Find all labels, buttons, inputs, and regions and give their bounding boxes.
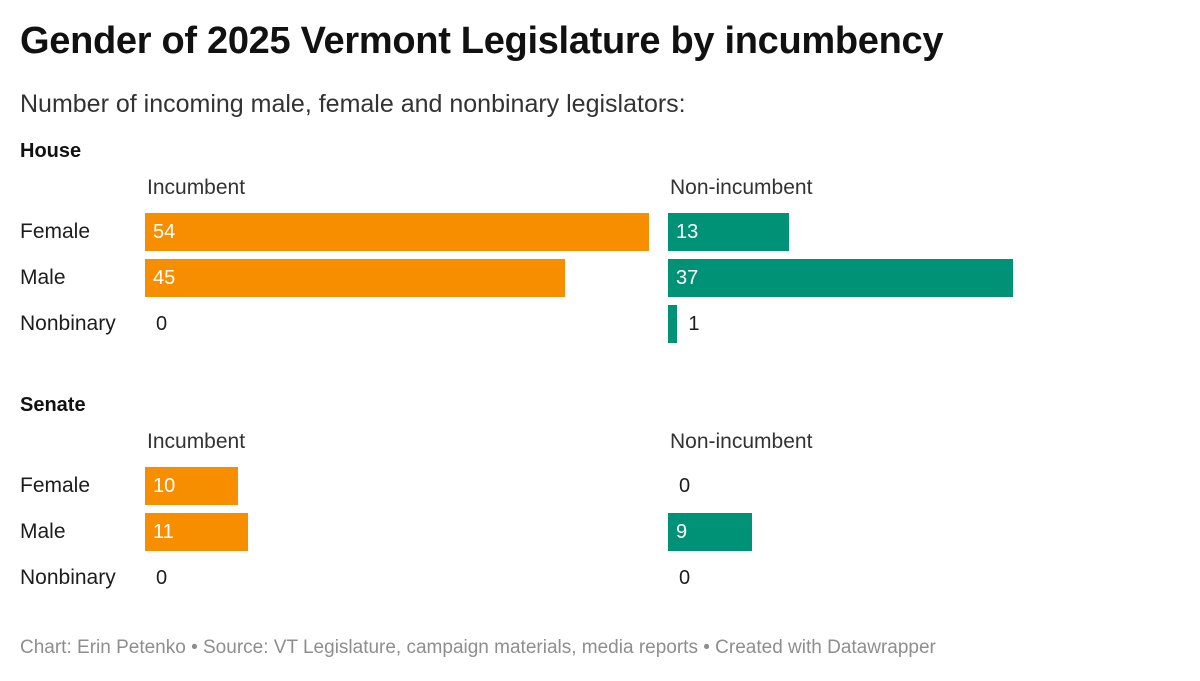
chart-footer: Chart: Erin Petenko • Source: VT Legisla… [20, 637, 936, 658]
value-label-non-incumbent-male: 9 [676, 521, 688, 543]
panel-senate: Senate Female Male Nonbinary Incumbent 10 11 0 N… [0, 394, 1200, 614]
panel-title: Senate [20, 394, 86, 416]
value-label-incumbent-male: 11 [153, 521, 174, 543]
panel-title: House [20, 140, 82, 162]
chart-subtitle: Number of incoming male, female and nonb… [20, 90, 686, 118]
value-label-non-incumbent-male: 37 [676, 267, 699, 289]
value-label-incumbent-nonbinary: 0 [156, 567, 168, 589]
column-header-incumbent: Incumbent [147, 430, 246, 453]
row-label-female: Female [20, 220, 91, 243]
chart-title: Gender of 2025 Vermont Legislature by in… [20, 20, 944, 62]
value-label-non-incumbent-female: 13 [676, 221, 699, 243]
row-label-male: Male [20, 520, 66, 543]
bar-incumbent-male [145, 259, 565, 297]
row-label-nonbinary: Nonbinary [20, 566, 116, 589]
row-label-male: Male [20, 266, 66, 289]
bar-non-incumbent-male [668, 259, 1014, 297]
bar-incumbent-female [145, 213, 649, 251]
value-label-incumbent-nonbinary: 0 [156, 313, 168, 335]
bar-non-incumbent-male [668, 513, 752, 551]
bar-incumbent-male [145, 513, 248, 551]
value-label-non-incumbent-nonbinary: 0 [679, 567, 691, 589]
value-label-incumbent-female: 54 [153, 221, 176, 243]
row-label-nonbinary: Nonbinary [20, 312, 116, 335]
bar-incumbent-female [145, 467, 239, 505]
value-label-incumbent-female: 10 [153, 475, 176, 497]
value-label-non-incumbent-female: 0 [679, 475, 691, 497]
column-header-incumbent: Incumbent [147, 176, 246, 199]
column-header-non-incumbent: Non-incumbent [670, 430, 813, 453]
panel-house: House Female Male Nonbinary Incumbent 54 45 0 No… [0, 140, 1200, 360]
value-label-incumbent-male: 45 [153, 267, 176, 289]
bar-non-incumbent-female [668, 213, 790, 251]
column-header-non-incumbent: Non-incumbent [670, 176, 813, 199]
bar-non-incumbent-nonbinary [668, 305, 678, 343]
row-label-female: Female [20, 474, 91, 497]
value-label-non-incumbent-nonbinary: 1 [688, 313, 700, 335]
